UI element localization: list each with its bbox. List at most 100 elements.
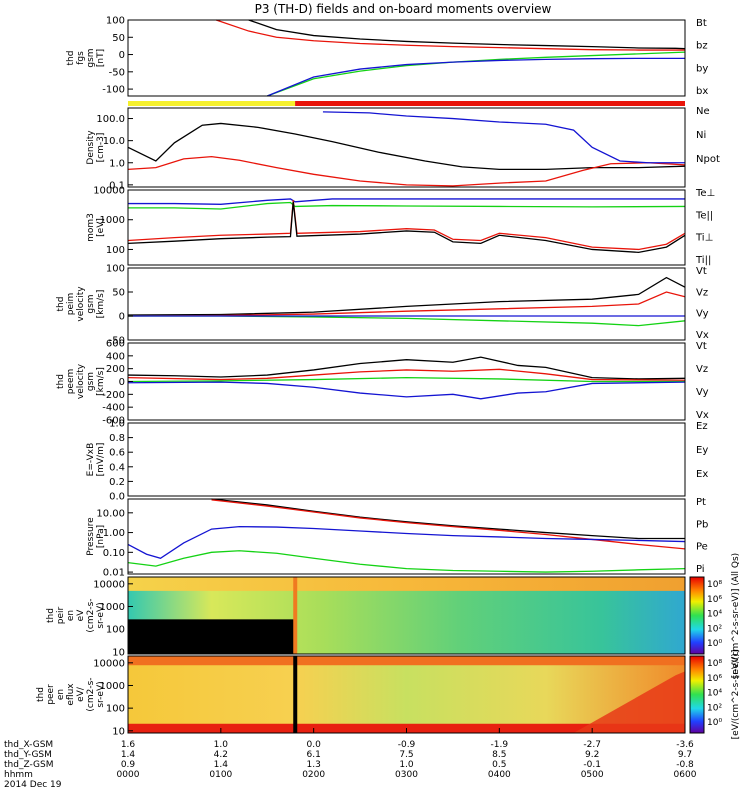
ylabel-line: peir bbox=[56, 606, 66, 624]
legend-entry: Ey bbox=[696, 445, 708, 456]
spectrogram-high-energy bbox=[128, 577, 685, 591]
ytick-label: -50 bbox=[109, 67, 125, 78]
ytick-label: 200 bbox=[106, 364, 125, 375]
legend-entry: Ti|| bbox=[695, 255, 711, 266]
legend-0: Bt bz by bx bbox=[696, 18, 708, 97]
ytick-label: 0.8 bbox=[109, 433, 125, 444]
panel-2: 10000 1000 100 mom3 [eV] Te⊥ Te|| Ti⊥ Ti|| bbox=[86, 186, 715, 267]
xaxis-value: 9.2 bbox=[585, 750, 599, 760]
legend-entry: by bbox=[696, 63, 708, 74]
legend-entry: Bt bbox=[696, 18, 707, 29]
xaxis-row-label: thd_Z-GSM bbox=[4, 760, 53, 770]
xaxis-value: 0400 bbox=[488, 770, 511, 780]
ytick-label: 10000 bbox=[93, 186, 125, 197]
ylabel-line: thd bbox=[56, 374, 66, 389]
ylabel-line: [eV] bbox=[96, 218, 106, 237]
ylabel-line: gsm bbox=[86, 294, 96, 313]
series-line-2 bbox=[128, 315, 686, 327]
panel-7: 10⁸ 10⁶ 10⁴ 10² 10⁰ [eV/(cm^2-s-sr-eV)] (All … bbox=[46, 553, 741, 678]
legend-entry: Te⊥ bbox=[695, 188, 715, 199]
xaxis-value: 1.4 bbox=[214, 760, 229, 770]
ytick-label: 1000 bbox=[100, 602, 125, 613]
legend-entry: Vt bbox=[696, 341, 707, 352]
series-line-2 bbox=[127, 525, 686, 559]
colorbar-gradient bbox=[689, 576, 705, 655]
panel-frame bbox=[127, 107, 686, 188]
series-line-1 bbox=[215, 19, 685, 51]
xaxis-value: -0.1 bbox=[583, 760, 601, 770]
ylabel-line: gsm bbox=[86, 372, 96, 391]
chart-title: P3 (TH-D) fields and on-board moments ov… bbox=[255, 2, 552, 16]
colorbar-tick: 10² bbox=[707, 624, 722, 634]
mode-bar-fast bbox=[295, 101, 685, 106]
ytick-label: 600 bbox=[106, 339, 125, 350]
ylabel-line: en bbox=[56, 689, 66, 700]
mode-bar-slow bbox=[128, 101, 296, 106]
ytick-label: 400 bbox=[106, 351, 125, 362]
ylabel-line: Density bbox=[86, 130, 96, 165]
legend-2: Te⊥ Te|| Ti⊥ Ti|| bbox=[695, 188, 715, 266]
xaxis-value: 0500 bbox=[581, 770, 604, 780]
colorbar-label: [eV/(cm^2-s-sr-eV)] (All Qs) bbox=[731, 553, 741, 678]
series-line-0 bbox=[211, 498, 685, 540]
ylabel-line: [cm-3] bbox=[96, 133, 106, 163]
ytick-label: -50 bbox=[109, 336, 125, 347]
xaxis-value: 6.1 bbox=[307, 750, 321, 760]
series-line-3 bbox=[127, 201, 686, 253]
xaxis-value: 0.9 bbox=[121, 760, 136, 770]
spectrogram-high-energy bbox=[128, 656, 685, 666]
ytick-label: 0.10 bbox=[103, 548, 125, 559]
legend-entry: Vy bbox=[696, 387, 709, 398]
xaxis-row-label: thd_X-GSM bbox=[4, 740, 53, 750]
legend-5: Ez Ey Ex bbox=[696, 421, 708, 480]
ylabel-line: eV/ bbox=[76, 686, 86, 702]
xaxis-value: 1.0 bbox=[399, 760, 414, 770]
ylabel-line: (cm2-s- bbox=[86, 598, 96, 632]
series-line-3 bbox=[267, 57, 685, 97]
ylabel-line: gsm bbox=[86, 48, 96, 67]
series-line-0 bbox=[128, 198, 685, 205]
legend-entry: Pi bbox=[696, 564, 705, 575]
colorbar-tick: 10⁶ bbox=[707, 674, 722, 684]
ytick-label: 0 bbox=[119, 377, 125, 388]
xaxis-value: -3.6 bbox=[676, 740, 694, 750]
spectrogram-fill bbox=[128, 656, 685, 733]
legend-entry: Pb bbox=[696, 519, 708, 530]
colorbar-tick: 10⁸ bbox=[707, 580, 722, 590]
xaxis-value: 1.0 bbox=[214, 740, 229, 750]
ylabel-line: en bbox=[66, 610, 76, 621]
panel-frame bbox=[127, 422, 686, 497]
ylabel-line: [mV/m] bbox=[96, 443, 106, 477]
legend-entry: bx bbox=[696, 86, 708, 97]
xaxis-value: 1.3 bbox=[307, 760, 321, 770]
ylabel-line: fgs bbox=[76, 51, 86, 65]
ytick-label: 10 bbox=[112, 647, 125, 658]
legend-entry: Ni bbox=[696, 130, 706, 141]
ylabel-line: E=-VxB bbox=[86, 443, 96, 477]
colorbar-gradient bbox=[689, 655, 705, 734]
ylabel-line: [km/s] bbox=[96, 367, 106, 396]
ylabel-line: eflux bbox=[66, 683, 76, 706]
legend-entry: Vy bbox=[696, 309, 709, 320]
panel-frame bbox=[127, 267, 686, 341]
colorbar-tick: 10⁴ bbox=[707, 610, 722, 620]
ytick-label: 0 bbox=[119, 50, 125, 61]
xaxis-value: 0100 bbox=[209, 770, 232, 780]
series-line-1 bbox=[128, 201, 686, 210]
ytick-label: 0.1 bbox=[109, 180, 125, 191]
xaxis-value: 0300 bbox=[395, 770, 418, 780]
series-line-2 bbox=[127, 200, 686, 251]
xaxis-value: 0600 bbox=[674, 770, 697, 780]
xaxis-value: -1.9 bbox=[491, 740, 509, 750]
ylabel-line: [km/s] bbox=[96, 290, 106, 319]
ylabel-line: thd bbox=[66, 51, 76, 66]
ylabel-line: sr-eV) bbox=[96, 681, 106, 707]
ytick-label: 100 bbox=[106, 245, 125, 256]
ytick-label: 50 bbox=[112, 33, 125, 44]
series-line-2 bbox=[127, 376, 685, 383]
ytick-label: 10000 bbox=[93, 658, 125, 669]
ylabel-line: sr-eV) bbox=[96, 602, 106, 628]
xaxis-row-label: thd_Y-GSM bbox=[4, 750, 52, 760]
